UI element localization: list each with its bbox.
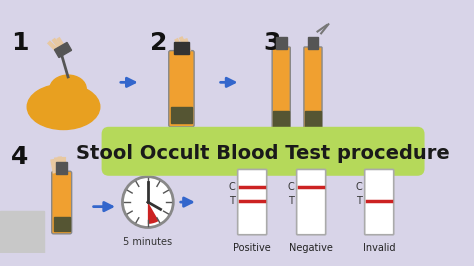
Text: 1: 1 [11, 31, 29, 55]
FancyBboxPatch shape [297, 169, 326, 235]
Text: Negative: Negative [289, 243, 333, 253]
Text: Invalid: Invalid [363, 243, 395, 253]
Wedge shape [148, 202, 159, 224]
FancyBboxPatch shape [169, 51, 194, 127]
Text: Stool Occult Blood Test procedure: Stool Occult Blood Test procedure [76, 144, 450, 163]
FancyBboxPatch shape [272, 47, 290, 130]
FancyBboxPatch shape [101, 127, 425, 176]
Text: C: C [288, 182, 294, 192]
Text: Positive: Positive [233, 243, 271, 253]
Text: T: T [229, 196, 235, 206]
Text: 5: 5 [200, 145, 218, 169]
Bar [308, 37, 319, 49]
FancyBboxPatch shape [237, 169, 267, 235]
Bar [276, 37, 287, 49]
Bar [0, 211, 44, 253]
Text: T: T [288, 196, 294, 206]
Ellipse shape [27, 84, 100, 130]
Ellipse shape [50, 75, 86, 102]
Bar [305, 111, 321, 130]
FancyBboxPatch shape [304, 47, 322, 130]
Circle shape [122, 177, 173, 227]
Bar [55, 42, 72, 57]
Bar [273, 111, 290, 130]
Text: 3: 3 [264, 31, 281, 55]
FancyBboxPatch shape [52, 171, 72, 234]
Bar [174, 41, 189, 54]
Text: C: C [356, 182, 363, 192]
Bar [54, 217, 70, 231]
Bar [171, 107, 192, 123]
Bar [56, 162, 67, 174]
FancyBboxPatch shape [365, 169, 394, 235]
Text: 2: 2 [150, 31, 167, 55]
Text: 4: 4 [11, 145, 28, 169]
Text: C: C [229, 182, 236, 192]
Text: 5 minutes: 5 minutes [123, 236, 173, 247]
Text: T: T [356, 196, 362, 206]
